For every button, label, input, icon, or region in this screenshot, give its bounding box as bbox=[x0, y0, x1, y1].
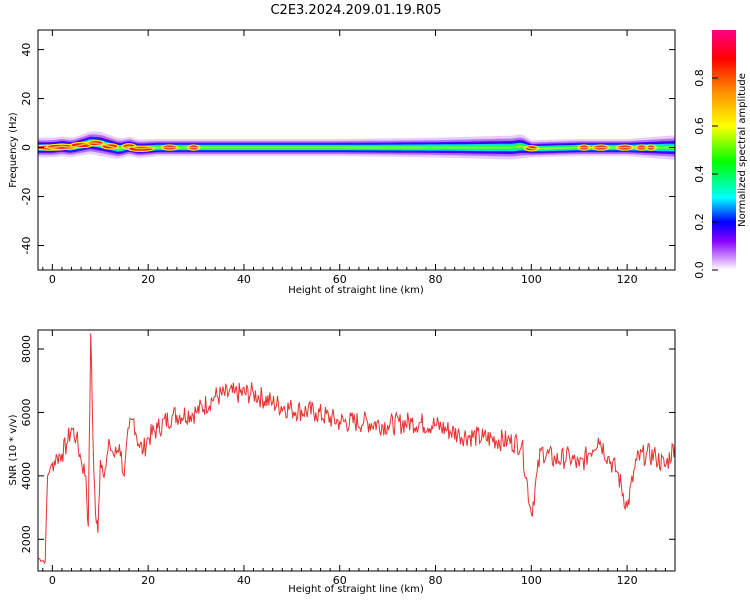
y-tick-label: 40 bbox=[20, 43, 33, 57]
x-tick-label: 20 bbox=[141, 273, 155, 286]
spectral-center-streak bbox=[38, 142, 675, 150]
snr-series-line bbox=[38, 333, 675, 565]
snr-line-area bbox=[38, 333, 675, 565]
y-tick-label: 6000 bbox=[20, 398, 33, 426]
snr-frame bbox=[37, 329, 676, 572]
colorbar-gradient bbox=[712, 30, 736, 270]
y-tick-label: 2000 bbox=[20, 525, 33, 553]
x-tick-label: 40 bbox=[237, 574, 251, 587]
spectrogram-ticks: 0 20 40 60 80 100 120 -40 -20 0 20 40 bbox=[20, 30, 676, 286]
x-tick-label: 60 bbox=[333, 273, 347, 286]
y-tick-label: -40 bbox=[20, 237, 33, 255]
colorbar-ticks: 0.0 0.2 0.4 0.6 0.8 bbox=[693, 69, 718, 279]
spectrogram-y-axis-title: Frequency (Hz) bbox=[8, 112, 19, 188]
colorbar-tick-label: 0.4 bbox=[693, 165, 706, 183]
colorbar-tick-label: 0.0 bbox=[693, 261, 706, 279]
x-tick-label: 100 bbox=[521, 273, 542, 286]
x-tick-label: 80 bbox=[429, 273, 443, 286]
colorbar-tick-label: 0.2 bbox=[693, 213, 706, 231]
y-tick-label: 20 bbox=[20, 92, 33, 106]
x-tick-label: 100 bbox=[521, 574, 542, 587]
x-tick-label: 40 bbox=[237, 273, 251, 286]
x-tick-label: 0 bbox=[49, 574, 56, 587]
x-tick-label: 60 bbox=[333, 574, 347, 587]
x-tick-label: 20 bbox=[141, 574, 155, 587]
x-tick-label: 80 bbox=[429, 574, 443, 587]
x-tick-label: 120 bbox=[617, 574, 638, 587]
spectrogram-heatmap bbox=[38, 131, 675, 160]
colorbar-tick-label: 0.6 bbox=[693, 117, 706, 135]
x-tick-label: 120 bbox=[617, 273, 638, 286]
colorbar: 0.0 0.2 0.4 0.6 0.8 Normalized spectral ampl… bbox=[693, 30, 748, 279]
y-tick-label: 8000 bbox=[20, 335, 33, 363]
snr-y-axis-title: SNR (10 * v/v) bbox=[8, 414, 19, 485]
spectrogram-panel: 0 20 40 60 80 100 120 -40 -20 0 20 40 Height of str… bbox=[8, 29, 676, 296]
spectrogram-frame bbox=[37, 29, 676, 271]
colorbar-title: Normalized spectral amplitude bbox=[737, 73, 748, 227]
y-tick-label: 4000 bbox=[20, 462, 33, 490]
x-tick-label: 0 bbox=[49, 273, 56, 286]
colorbar-tick-label: 0.8 bbox=[693, 69, 706, 87]
snr-panel: 0 20 40 60 80 100 120 2000 4000 6000 8000 Height o… bbox=[8, 329, 676, 595]
figure-title: C2E3.2024.209.01.19.R05 bbox=[270, 3, 441, 18]
snr-ticks: 0 20 40 60 80 100 120 2000 4000 6000 8000 bbox=[20, 330, 676, 587]
snr-x-axis-title: Height of straight line (km) bbox=[288, 584, 424, 595]
y-tick-label: 0 bbox=[20, 144, 33, 151]
spectrogram-x-axis-title: Height of straight line (km) bbox=[288, 285, 424, 296]
y-tick-label: -20 bbox=[20, 188, 33, 206]
